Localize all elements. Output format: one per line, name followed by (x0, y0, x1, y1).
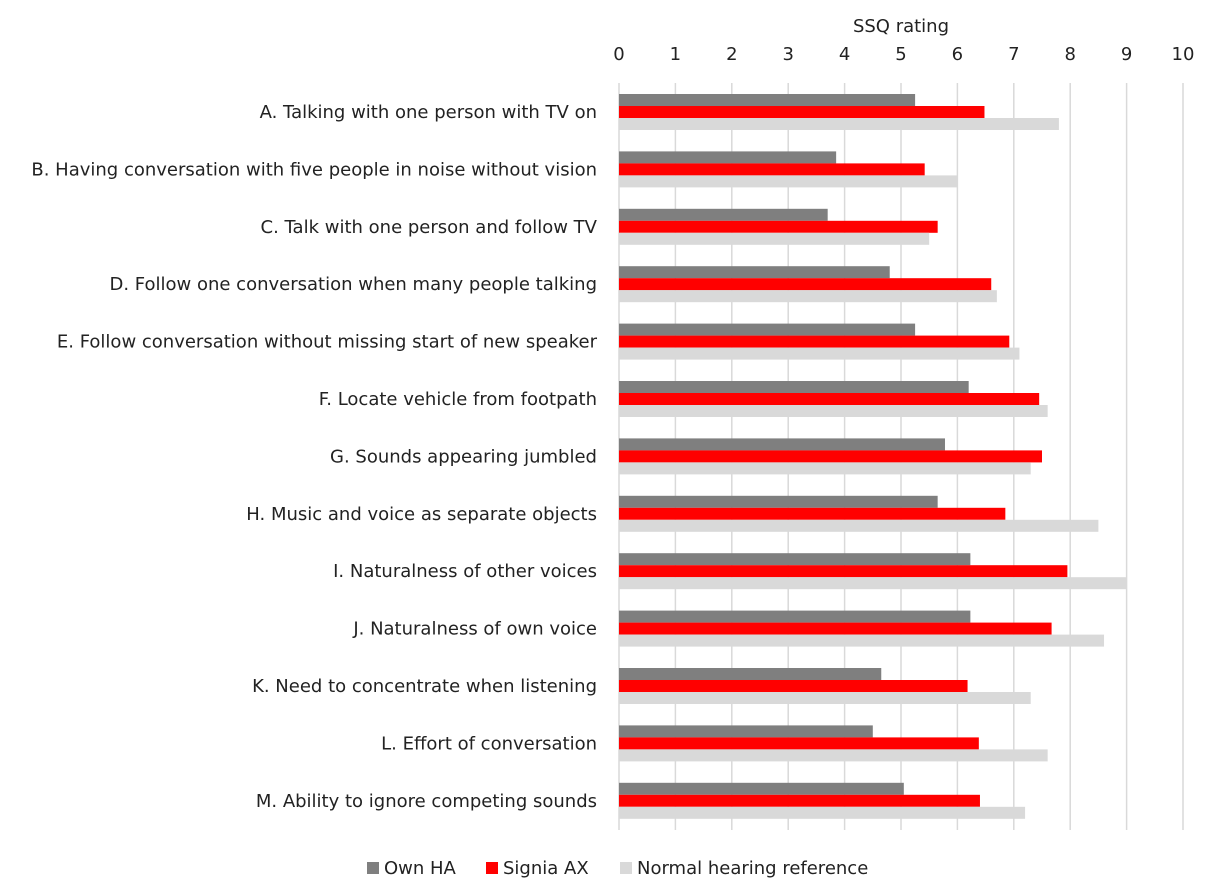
bar-normal-hearing-reference (619, 749, 1048, 762)
legend-label: Signia AX (503, 858, 589, 879)
bar-signia-ax (619, 565, 1068, 578)
bar-signia-ax (619, 106, 985, 118)
x-tick-label: 4 (839, 44, 850, 65)
x-tick-label: 1 (670, 44, 681, 65)
bar-normal-hearing-reference (619, 462, 1031, 475)
bar-signia-ax (619, 737, 979, 750)
category-label: E. Follow conversation without missing s… (57, 332, 598, 353)
legend-label: Own HA (384, 858, 457, 879)
category-label: K. Need to concentrate when listening (252, 676, 597, 697)
bar-signia-ax (619, 220, 938, 233)
bar-own-ha (619, 610, 971, 623)
bar-normal-hearing-reference (619, 232, 930, 245)
bar-signia-ax (619, 450, 1042, 463)
x-tick-label: 10 (1172, 44, 1195, 65)
bar-signia-ax (619, 680, 968, 692)
bar-normal-hearing-reference (619, 634, 1105, 647)
bar-own-ha (619, 323, 916, 336)
x-tick-label: 5 (895, 44, 906, 65)
category-label: G. Sounds appearing jumbled (330, 446, 597, 467)
legend: Own HA Signia AX Normal hearing reference (367, 858, 868, 879)
bar-normal-hearing-reference (619, 806, 1026, 819)
category-label: A. Talking with one person with TV on (260, 102, 597, 123)
category-label: L. Effort of conversation (381, 733, 597, 754)
category-label: F. Locate vehicle from footpath (319, 389, 597, 410)
bar-signia-ax (619, 622, 1052, 635)
bar-normal-hearing-reference (619, 290, 997, 303)
bar-normal-hearing-reference (619, 519, 1099, 532)
legend-swatch (367, 862, 379, 874)
category-label: J. Naturalness of own voice (352, 619, 597, 640)
bar-own-ha (619, 94, 916, 106)
bar-own-ha (619, 495, 938, 508)
bar-normal-hearing-reference (619, 692, 1031, 704)
category-labels: A. Talking with one person with TV on B. … (31, 102, 597, 812)
bar-own-ha (619, 553, 971, 566)
axis-title: SSQ rating (853, 16, 949, 37)
bar-normal-hearing-reference (619, 405, 1048, 417)
x-tick-label: 9 (1121, 44, 1132, 65)
x-tick-label: 8 (1064, 44, 1075, 65)
bar-own-ha (619, 438, 945, 451)
bar-normal-hearing-reference (619, 118, 1059, 130)
category-label: B. Having conversation with five people … (31, 159, 597, 180)
category-label: H. Music and voice as separate objects (246, 504, 597, 525)
bar-own-ha (619, 668, 882, 680)
x-tick-label: 3 (782, 44, 793, 65)
category-label: I. Naturalness of other voices (333, 561, 597, 582)
x-tick-label: 0 (613, 44, 624, 65)
bars (619, 94, 1127, 819)
bar-signia-ax (619, 393, 1040, 405)
bar-own-ha (619, 208, 828, 221)
bar-own-ha (619, 266, 890, 279)
bar-normal-hearing-reference (619, 175, 958, 188)
legend-label: Normal hearing reference (637, 858, 868, 879)
bar-signia-ax (619, 335, 1010, 348)
bar-signia-ax (619, 163, 925, 176)
x-tick-label: 7 (1008, 44, 1019, 65)
bar-own-ha (619, 151, 837, 164)
bar-normal-hearing-reference (619, 577, 1127, 590)
legend-swatch (620, 862, 632, 874)
bar-signia-ax (619, 507, 1006, 520)
bar-own-ha (619, 782, 904, 795)
bar-own-ha (619, 725, 873, 738)
x-tick-label: 6 (952, 44, 963, 65)
category-label: M. Ability to ignore competing sounds (256, 791, 597, 812)
category-label: D. Follow one conversation when many peo… (109, 274, 597, 295)
legend-swatch (486, 862, 498, 874)
category-label: C. Talk with one person and follow TV (261, 217, 598, 238)
bar-signia-ax (619, 794, 980, 807)
x-tick-label: 2 (726, 44, 737, 65)
bar-own-ha (619, 381, 969, 393)
bar-normal-hearing-reference (619, 347, 1020, 360)
x-tick-labels: 0 1 2 3 4 5 6 7 8 9 10 (613, 44, 1194, 65)
bar-signia-ax (619, 278, 992, 291)
